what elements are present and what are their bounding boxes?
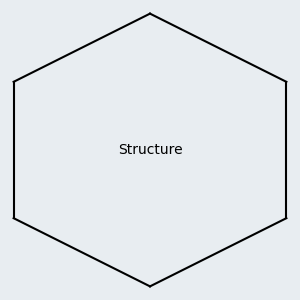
Text: Structure: Structure	[118, 143, 182, 157]
